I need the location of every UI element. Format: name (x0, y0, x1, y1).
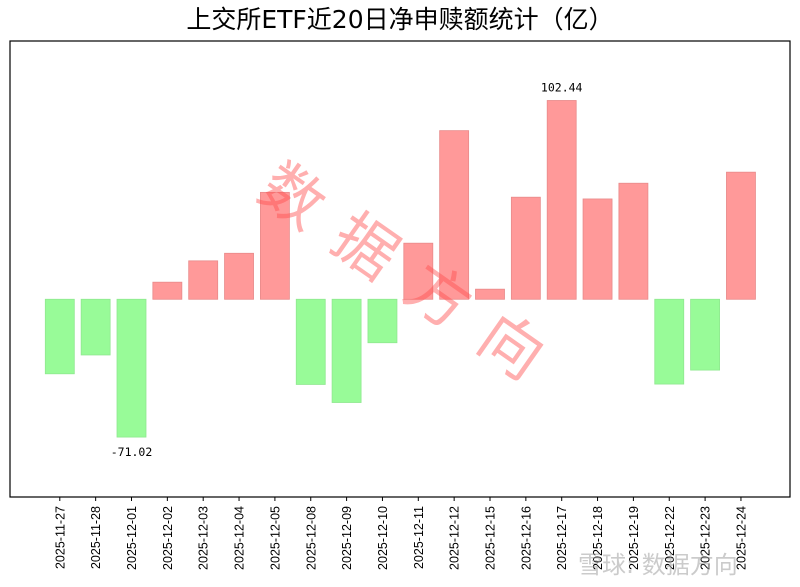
x-tick-label: 2025-12-15 (484, 506, 498, 570)
x-tick-label: 2025-11-28 (89, 506, 103, 569)
x-tick-label: 2025-12-02 (161, 506, 175, 570)
bar-2025-12-16 (510, 196, 541, 300)
bar-2025-12-11 (403, 242, 434, 300)
bar-2025-12-17 (546, 100, 577, 300)
x-tick-label: 2025-12-11 (412, 506, 426, 569)
bar-2025-12-04 (224, 252, 254, 300)
x-tick-label: 2025-12-18 (591, 506, 605, 570)
x-tick-label: 2025-12-05 (268, 506, 282, 570)
x-tick-label: 2025-11-27 (53, 506, 67, 569)
x-tick-label: 2025-12-17 (555, 506, 569, 570)
x-tick-label: 2025-12-08 (304, 506, 318, 570)
x-tick-label: 2025-12-22 (663, 506, 677, 570)
bottom-watermark: 雪球: 数据方向 (578, 551, 738, 579)
x-axis-ticks: 2025-11-27 2025-11-28 2025-12-01 2025-12-02… (53, 497, 748, 570)
x-tick-label: 2025-12-23 (699, 506, 713, 570)
watermark-char: 向 (465, 299, 558, 394)
bars-group (44, 100, 756, 438)
value-labels: -71.02 102.44 (111, 80, 583, 458)
bar-2025-11-28 (80, 298, 111, 356)
x-tick-label: 2025-12-24 (734, 506, 748, 570)
bar-2025-12-24 (726, 171, 756, 300)
bar-2025-12-23 (690, 298, 720, 371)
bar-2025-12-12 (439, 130, 470, 300)
x-tick-label: 2025-12-04 (233, 506, 247, 570)
bar-2025-12-10 (367, 298, 398, 344)
value-annotation: -71.02 (111, 445, 153, 459)
watermark-char: 据 (319, 199, 412, 294)
x-tick-label: 2025-12-03 (197, 506, 211, 570)
bar-2025-12-01 (116, 298, 147, 438)
x-tick-label: 2025-12-09 (340, 506, 354, 570)
bar-2025-12-08 (295, 298, 326, 385)
x-tick-label: 2025-12-01 (125, 506, 139, 570)
bar-2025-12-09 (331, 298, 362, 403)
x-tick-label: 2025-12-12 (448, 506, 462, 570)
chart-title: 上交所ETF近20日净申赎额统计（亿） (186, 5, 614, 34)
x-tick-label: 2025-12-19 (627, 506, 641, 570)
x-tick-label: 2025-12-10 (376, 506, 390, 570)
axes-frame (9, 40, 791, 498)
x-tick-label: 2025-12-16 (519, 506, 533, 570)
bar-2025-11-27 (44, 298, 75, 375)
bar-2025-12-18 (582, 198, 613, 300)
bar-2025-12-05 (259, 191, 290, 300)
value-annotation: 102.44 (541, 80, 583, 94)
bar-2025-12-03 (188, 260, 219, 300)
bar-2025-12-19 (618, 182, 649, 300)
bar-2025-12-22 (654, 298, 685, 385)
bar-2025-12-15 (475, 288, 505, 300)
bar-2025-12-02 (152, 281, 183, 300)
